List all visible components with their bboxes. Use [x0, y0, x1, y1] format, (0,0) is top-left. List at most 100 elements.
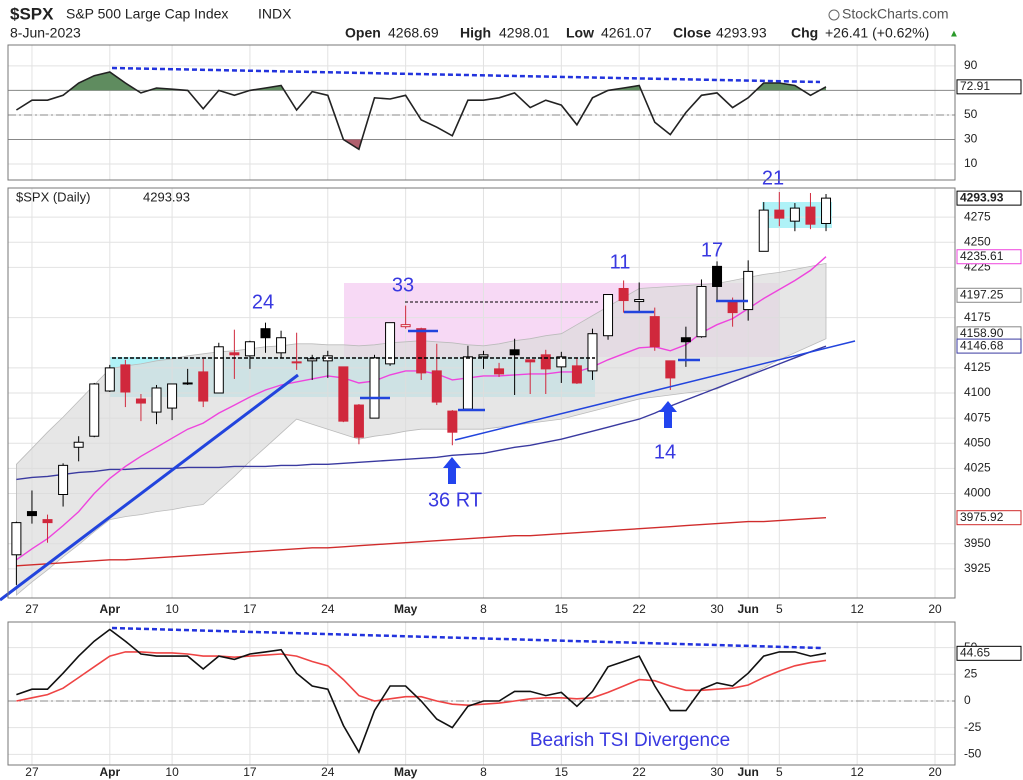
high-label: High [460, 25, 491, 41]
candle-body [151, 387, 162, 413]
x-tick-label: 12 [850, 602, 864, 616]
panel-frame [7, 44, 956, 181]
x-tick-label: 22 [633, 765, 647, 779]
candle-body [416, 328, 427, 374]
candle-body [634, 299, 645, 303]
candle-body [213, 346, 224, 394]
candle-body [540, 354, 551, 370]
y-tick-label: 3950 [964, 536, 991, 550]
annotation: Bearish TSI Divergence [530, 730, 730, 751]
candle-body [509, 349, 520, 356]
close-label: Close [673, 25, 711, 41]
moving-average [16, 345, 827, 481]
x-tick-label: 8 [480, 765, 487, 779]
panel-frame [7, 621, 956, 766]
x-tick-label: 27 [25, 765, 39, 779]
x-tick-label: Apr [99, 602, 120, 616]
y-tick-label: 50 [964, 107, 978, 121]
annotation: 24 [252, 291, 274, 313]
panel-frame [7, 187, 956, 599]
annotation: 14 [654, 441, 676, 463]
candle-body [89, 383, 100, 437]
open-value: 4268.69 [388, 25, 439, 41]
candle-body [525, 359, 536, 363]
candle-body [665, 360, 676, 379]
value-tag [956, 79, 1022, 95]
price-band [15, 262, 827, 596]
x-tick-label: May [394, 765, 418, 779]
candle-body [758, 209, 769, 252]
y-tick-label: 4100 [964, 385, 991, 399]
candle-body [42, 519, 53, 524]
candle-body [198, 371, 209, 402]
annotation: 36 RT [428, 489, 482, 511]
candle-body [307, 358, 318, 362]
candle-body [696, 285, 707, 338]
price-legend-value: 4293.93 [143, 189, 190, 204]
candle-body [338, 366, 349, 422]
candle-body [400, 324, 411, 328]
candle-body [571, 365, 582, 384]
x-tick-label: Jun [738, 602, 759, 616]
y-tick-label: -50 [964, 747, 982, 761]
x-tick-label: 30 [710, 765, 724, 779]
candle-body [369, 357, 380, 419]
value-tag [956, 190, 1022, 206]
value-tag [956, 249, 1022, 265]
y-tick-label: 4050 [964, 435, 991, 449]
candle-body [603, 294, 614, 337]
annotation: 33 [392, 274, 414, 296]
value-tag [956, 645, 1022, 661]
x-tick-label: 8 [480, 602, 487, 616]
exchange: INDX [258, 6, 292, 22]
candle-body [26, 511, 37, 517]
candle-body [618, 287, 629, 302]
marker-ticks [360, 299, 748, 412]
x-tick-label: 20 [928, 602, 942, 616]
candle-body [712, 265, 723, 287]
chg-label: Chg [791, 25, 818, 41]
x-tick-label: 17 [243, 765, 257, 779]
x-tick-label: 17 [243, 602, 257, 616]
source: StockCharts.com [842, 6, 949, 22]
candle-body [229, 352, 240, 356]
chg-value: +26.41 (+0.62%) [825, 25, 929, 41]
arrow-up [659, 401, 677, 428]
candle-body [291, 361, 302, 364]
logo-icon [828, 9, 840, 21]
candle-body [494, 368, 505, 375]
candle-body [556, 356, 567, 368]
x-tick-label: Apr [99, 765, 120, 779]
candle-body [789, 207, 800, 222]
candle-body [385, 322, 396, 365]
x-tick-label: 15 [555, 602, 569, 616]
y-tick-label: 30 [964, 132, 978, 146]
candle-body [587, 333, 598, 372]
candle-body [805, 206, 816, 225]
y-tick-label: 4075 [964, 410, 991, 424]
candle-body [774, 209, 785, 219]
value-tag-label: 4197.25 [960, 287, 1004, 301]
y-tick-label: 4025 [964, 461, 991, 475]
price-legend: $SPX (Daily) [16, 189, 90, 204]
x-tick-label: 15 [555, 765, 569, 779]
candle-body [104, 367, 115, 392]
indicator-line [16, 628, 827, 755]
value-tag [956, 287, 1022, 303]
high-value: 4298.01 [499, 25, 550, 41]
y-tick-label: 4000 [964, 486, 991, 500]
candle-body [431, 370, 442, 403]
low-label: Low [566, 25, 594, 41]
open-label: Open [345, 25, 381, 41]
candle-body [135, 398, 146, 404]
candle-body [276, 337, 287, 354]
x-tick-label: 22 [633, 602, 647, 616]
y-tick-label: 25 [964, 666, 978, 680]
x-tick-label: 24 [321, 602, 335, 616]
y-tick-label: 0 [964, 693, 971, 707]
candle-body [821, 197, 832, 224]
value-tag-label: 4158.90 [960, 326, 1004, 340]
x-tick-label: 10 [165, 602, 179, 616]
low-value: 4261.07 [601, 25, 652, 41]
